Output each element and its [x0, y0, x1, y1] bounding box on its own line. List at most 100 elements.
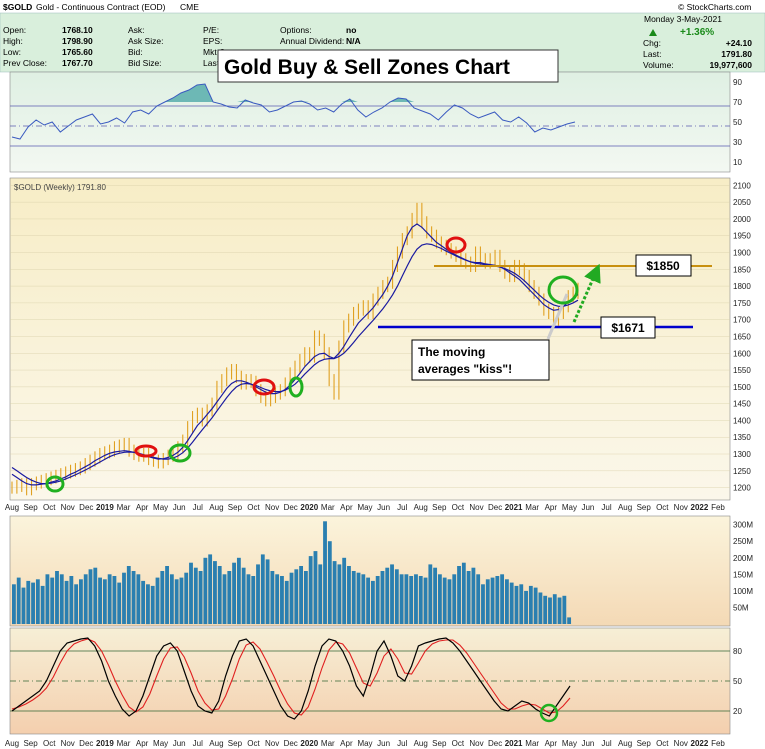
stat-value: +24.10 [726, 38, 753, 48]
volume-bar [64, 580, 69, 624]
volume-bar [251, 576, 256, 624]
x-tick-label: Feb [711, 739, 725, 748]
x-tick-label: Mar [117, 739, 131, 748]
volume-bar [337, 564, 342, 624]
chart-title: Gold Buy & Sell Zones Chart [224, 56, 510, 79]
x-tick-label: Mar [321, 739, 335, 748]
price-tick-label: 1750 [733, 299, 751, 308]
x-tick-label: Oct [656, 503, 669, 512]
x-tick-label: Aug [209, 739, 223, 748]
volume-bar [193, 567, 198, 624]
volume-bars [12, 521, 572, 625]
volume-bar [303, 571, 308, 624]
x-tick-label: Nov [674, 503, 688, 512]
x-tick-label: Nov [61, 503, 75, 512]
volume-bar [380, 571, 385, 624]
callout-box [411, 339, 550, 381]
title-box [217, 49, 559, 83]
stat-value: 1768.10 [62, 25, 93, 35]
volume-bar [203, 557, 208, 625]
volume-bar [155, 577, 160, 624]
volume-bar [347, 566, 351, 624]
rsi-tick-label: 70 [733, 98, 742, 107]
x-tick-label: Nov [61, 739, 75, 748]
volume-bar [313, 551, 318, 624]
volume-bar [471, 567, 476, 624]
volume-bar [452, 574, 457, 624]
x-tick-label: Mar [321, 503, 335, 512]
volume-bar [342, 557, 347, 625]
volume-bar [50, 577, 55, 624]
price-tick-label: 1450 [733, 400, 751, 409]
callout-line1: The moving [418, 345, 485, 359]
volume-bar [55, 571, 59, 624]
volume-bar [213, 561, 217, 624]
stats-right: Chg: +24.10 Last: 1791.80 Volume: 19,977,600 [643, 38, 752, 70]
price-tick-label: 1950 [733, 232, 751, 241]
volume-bar [504, 579, 509, 624]
x-tick-label: Jun [173, 739, 186, 748]
volume-bar [74, 584, 79, 625]
x-tick-label: Jun [377, 739, 390, 748]
volume-bar [26, 580, 31, 624]
volume-bar [308, 556, 313, 624]
volume-bar [528, 585, 533, 624]
rsi-axis: 90 70 50 30 10 [733, 78, 742, 167]
rsi-tick-label: 10 [733, 158, 742, 167]
x-tick-label: Sep [228, 503, 243, 512]
x-tick-label: Oct [452, 503, 465, 512]
volume-bar [476, 574, 481, 624]
level-low-box [600, 316, 656, 339]
x-tick-label: May [562, 739, 577, 748]
volume-bar [447, 579, 452, 624]
rsi-tick-label: 30 [733, 138, 742, 147]
x-tick-label: Nov [469, 503, 483, 512]
volume-bar [490, 577, 495, 624]
volume-bar [414, 574, 418, 624]
stat-label: Ask: [128, 25, 145, 35]
x-tick-label: 2020 [300, 739, 318, 748]
buy-circle [45, 475, 65, 493]
stat-value: 19,977,600 [709, 60, 752, 70]
price-tick-label: 2050 [733, 198, 751, 207]
level-high-box [635, 254, 692, 277]
x-tick-label: Sep [23, 503, 38, 512]
stat-label: Last [203, 58, 220, 68]
dividend-label: Annual Dividend: [280, 36, 344, 46]
volume-bar [160, 571, 165, 624]
volume-bar [126, 566, 131, 624]
volume-bar [83, 574, 88, 624]
rsi-line [11, 83, 576, 140]
stat-label: Mkt C [203, 47, 225, 57]
x-tick-label: Sep [432, 739, 447, 748]
volume-bar [409, 576, 414, 624]
up-arrow-icon [649, 29, 657, 36]
x-tick-label: Dec [284, 739, 298, 748]
volume-bar [567, 617, 572, 624]
volume-bar [457, 566, 461, 624]
x-tick-label: Jul [397, 739, 407, 748]
price-tick-label: 1600 [733, 349, 751, 358]
buy-circle [547, 275, 579, 305]
callout-line2: averages "kiss"! [418, 362, 512, 376]
volume-bar [136, 574, 141, 624]
options-label: Options: [280, 25, 312, 35]
volume-bar [390, 564, 394, 624]
sell-circle [252, 378, 276, 396]
volume-bar [509, 582, 514, 624]
buy-circle [288, 376, 304, 398]
price-tick-label: 1650 [733, 332, 751, 341]
volume-bar [275, 574, 280, 624]
level-low-label: $1671 [611, 321, 645, 335]
volume-bar [375, 576, 380, 624]
options-value: no [346, 25, 356, 35]
volume-bar [217, 566, 222, 624]
x-tick-label: Apr [340, 739, 353, 748]
x-tick-label: Aug [414, 503, 428, 512]
volume-bar [557, 597, 562, 624]
x-tick-label: 2019 [96, 739, 114, 748]
buy-circle [168, 443, 192, 463]
x-tick-label: Nov [265, 739, 279, 748]
volume-bar [366, 577, 371, 624]
volume-bar [88, 569, 93, 624]
